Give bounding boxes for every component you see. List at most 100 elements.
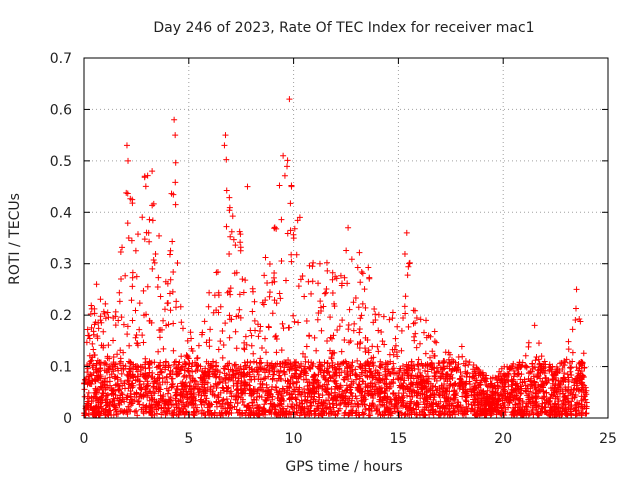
data-point <box>486 395 493 402</box>
data-point <box>398 393 405 400</box>
data-point <box>502 379 509 386</box>
data-point <box>417 390 424 397</box>
data-point <box>84 369 91 376</box>
data-points <box>81 96 590 419</box>
data-point <box>324 267 331 274</box>
data-point <box>366 274 373 281</box>
data-point <box>414 361 421 368</box>
data-point <box>160 397 167 404</box>
data-point <box>315 371 322 378</box>
data-point <box>100 344 107 351</box>
data-point <box>556 390 563 397</box>
data-point <box>187 378 194 385</box>
data-point <box>115 367 122 374</box>
data-point <box>217 338 224 345</box>
data-point <box>114 395 121 402</box>
data-point <box>477 369 484 376</box>
data-point <box>132 334 139 341</box>
data-point <box>392 335 399 342</box>
data-point <box>248 376 255 383</box>
data-point <box>90 405 97 412</box>
data-point <box>252 327 259 334</box>
data-point <box>144 390 151 397</box>
data-point <box>234 409 241 416</box>
data-point <box>146 364 153 371</box>
data-point <box>89 364 96 371</box>
data-point <box>305 278 312 285</box>
data-point <box>146 402 153 409</box>
y-tick-label: 0.6 <box>50 102 72 118</box>
data-point <box>583 399 590 406</box>
data-point <box>287 227 294 234</box>
data-point <box>116 383 123 390</box>
data-point <box>244 183 251 190</box>
data-point <box>375 348 382 355</box>
data-point <box>212 374 219 381</box>
data-point <box>220 365 227 372</box>
data-point <box>168 190 175 197</box>
data-point <box>501 412 508 419</box>
data-point <box>471 398 478 405</box>
data-point <box>433 339 440 346</box>
data-point <box>174 391 181 398</box>
data-point <box>118 389 125 396</box>
data-point <box>333 275 340 282</box>
data-point <box>398 347 405 354</box>
data-point <box>113 411 120 418</box>
data-point <box>227 291 234 298</box>
data-point <box>389 309 396 316</box>
data-point <box>242 379 249 386</box>
data-point <box>399 362 406 369</box>
data-point <box>489 392 496 399</box>
data-point <box>569 391 576 398</box>
data-point <box>572 305 579 312</box>
data-point <box>562 404 569 411</box>
data-point <box>114 351 121 358</box>
data-point <box>129 274 136 281</box>
data-point <box>341 274 348 281</box>
data-point <box>165 401 172 408</box>
data-point <box>561 358 568 365</box>
data-point <box>329 269 336 276</box>
data-point <box>209 390 216 397</box>
data-point <box>277 295 284 302</box>
data-point <box>280 325 287 332</box>
data-point <box>255 333 262 340</box>
data-point <box>85 332 92 339</box>
data-point <box>262 374 269 381</box>
data-point <box>311 384 318 391</box>
data-point <box>284 163 291 170</box>
data-point <box>375 327 382 334</box>
data-point <box>254 411 261 418</box>
data-point <box>332 412 339 419</box>
data-point <box>413 379 420 386</box>
data-point <box>431 394 438 401</box>
data-point <box>153 380 160 387</box>
data-point <box>305 386 312 393</box>
data-point <box>219 327 226 334</box>
data-point <box>305 412 312 419</box>
data-point <box>451 387 458 394</box>
data-point <box>88 324 95 331</box>
data-point <box>429 348 436 355</box>
data-point <box>276 290 283 297</box>
data-point <box>237 239 244 246</box>
data-point <box>178 353 185 360</box>
data-point <box>206 402 213 409</box>
data-point <box>386 351 393 358</box>
data-point <box>310 259 317 266</box>
data-point <box>208 410 215 417</box>
data-point <box>362 304 369 311</box>
data-point <box>100 308 107 315</box>
data-point <box>435 400 442 407</box>
data-point <box>433 368 440 375</box>
data-point <box>362 372 369 379</box>
data-point <box>125 235 132 242</box>
data-point <box>169 410 176 417</box>
data-point <box>336 323 343 330</box>
data-point <box>400 314 407 321</box>
data-point <box>180 399 187 406</box>
data-point <box>496 376 503 383</box>
data-point <box>391 346 398 353</box>
data-point <box>102 315 109 322</box>
